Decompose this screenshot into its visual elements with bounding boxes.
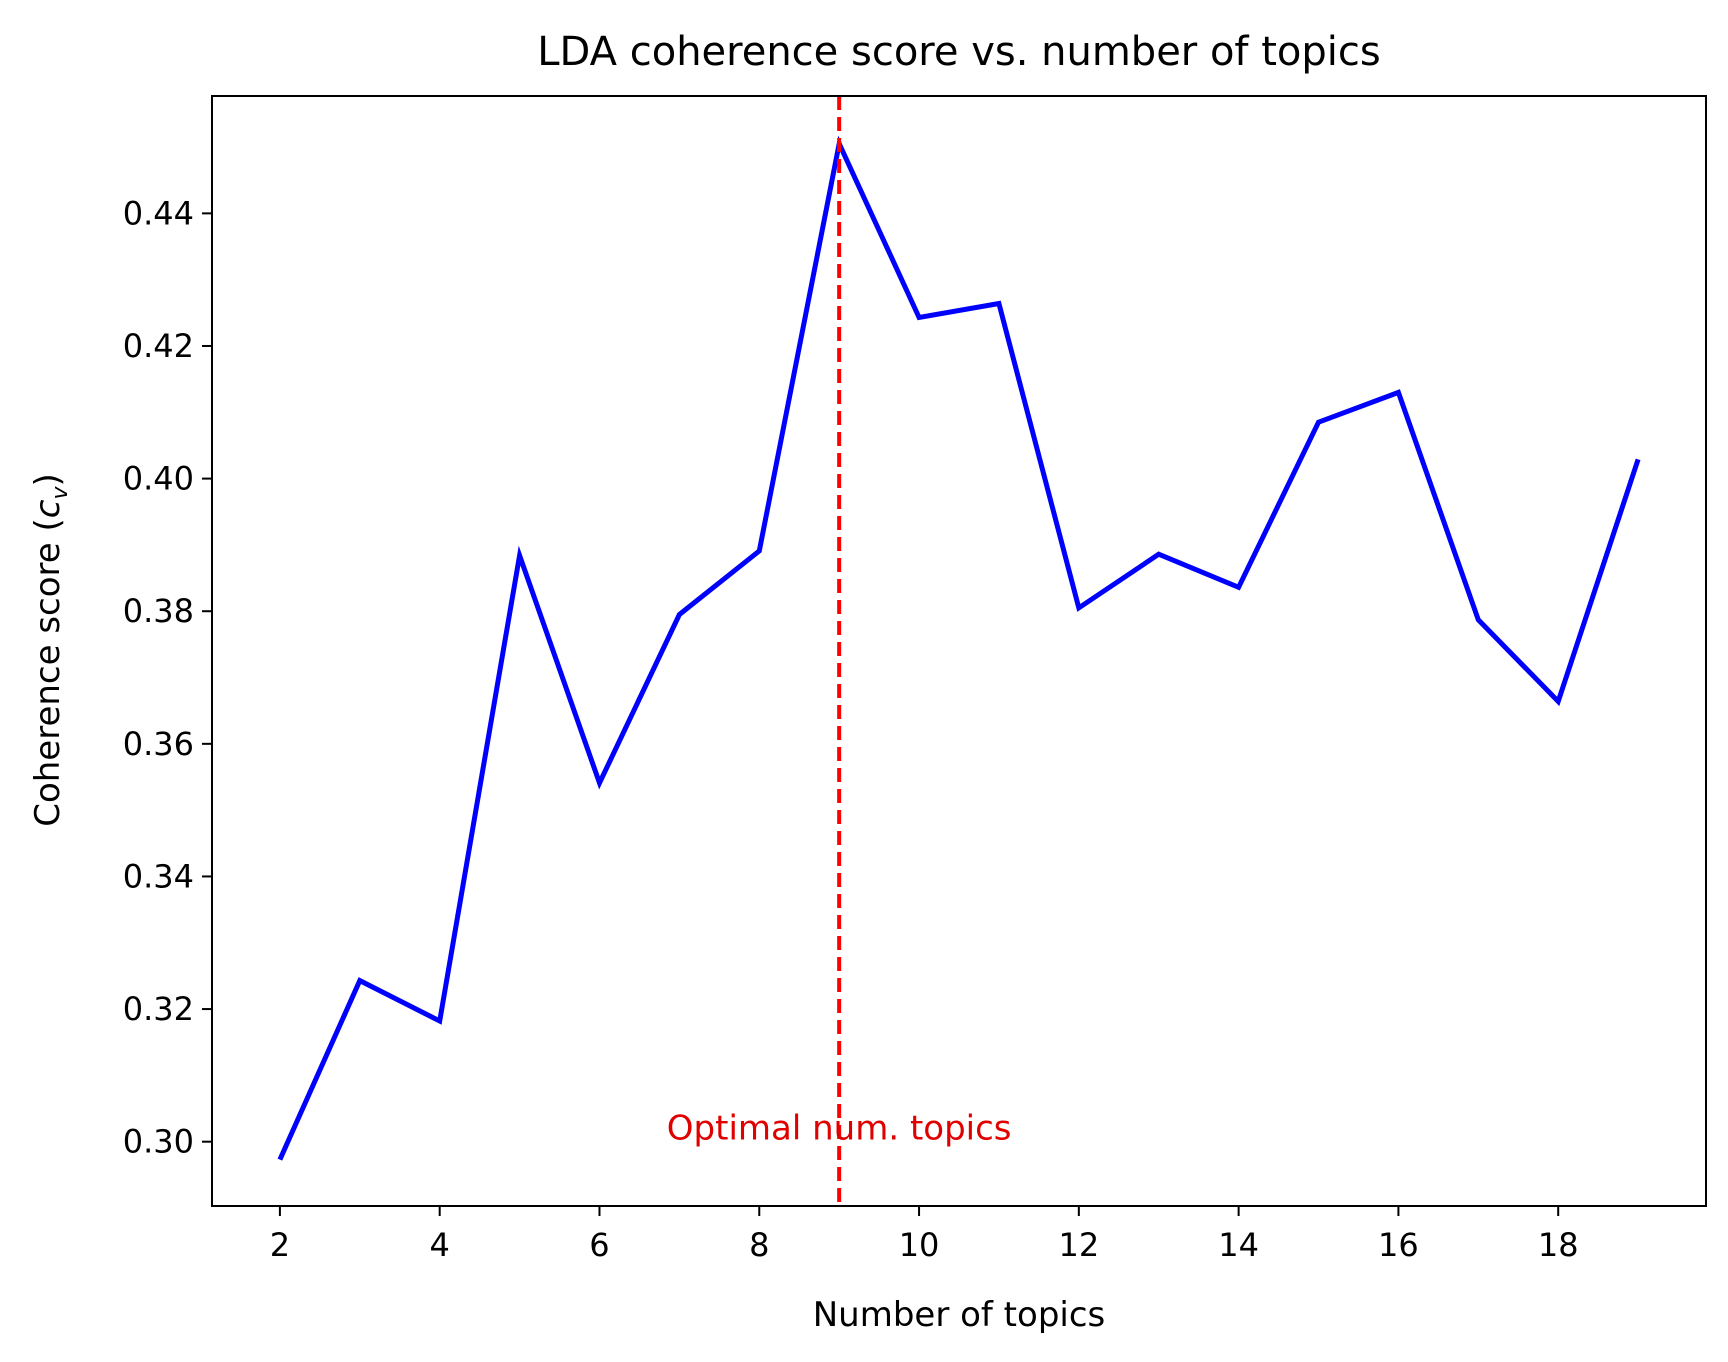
- x-tick-label: 18: [1538, 1226, 1579, 1264]
- series-line-0: [277, 135, 1641, 1161]
- y-axis-label-close: ): [28, 473, 68, 486]
- y-tick-label: 0.30: [123, 1123, 194, 1161]
- chart-title: LDA coherence score vs. number of topics: [537, 29, 1380, 75]
- plot-frame: [211, 95, 1707, 1207]
- x-tick-label: 4: [430, 1226, 450, 1264]
- x-tick-label: 2: [270, 1226, 290, 1264]
- y-axis-label: Coherence score (cv): [28, 473, 73, 827]
- y-axis-label-sub: v: [48, 486, 73, 500]
- y-axis: 0.30 0.32 0.34 0.36 0.38 0.40 0.42 0.44: [123, 194, 212, 1161]
- annotation-optimal: Optimal num. topics: [667, 1109, 1012, 1149]
- x-tick-label: 12: [1058, 1226, 1099, 1264]
- x-tick-label: 14: [1218, 1226, 1259, 1264]
- y-tick-label: 0.40: [123, 460, 194, 498]
- y-axis-label-main: Coherence score (: [28, 518, 68, 827]
- x-axis-label: Number of topics: [813, 1295, 1106, 1335]
- plot-area: Optimal num. topics: [211, 95, 1707, 1207]
- y-tick-label: 0.36: [123, 725, 194, 763]
- x-tick-label: 16: [1378, 1226, 1419, 1264]
- y-axis-label-c: c: [28, 499, 68, 518]
- y-tick-label: 0.44: [123, 194, 194, 232]
- x-tick-label: 10: [899, 1226, 940, 1264]
- x-tick-label: 8: [749, 1226, 769, 1264]
- y-tick-label: 0.32: [123, 990, 194, 1028]
- y-tick-label: 0.34: [123, 857, 194, 895]
- y-tick-label: 0.42: [123, 327, 194, 365]
- x-axis: 2 4 6 8 10 12 14 16 18: [270, 1206, 1579, 1264]
- x-tick-label: 6: [589, 1226, 609, 1264]
- y-tick-label: 0.38: [123, 592, 194, 630]
